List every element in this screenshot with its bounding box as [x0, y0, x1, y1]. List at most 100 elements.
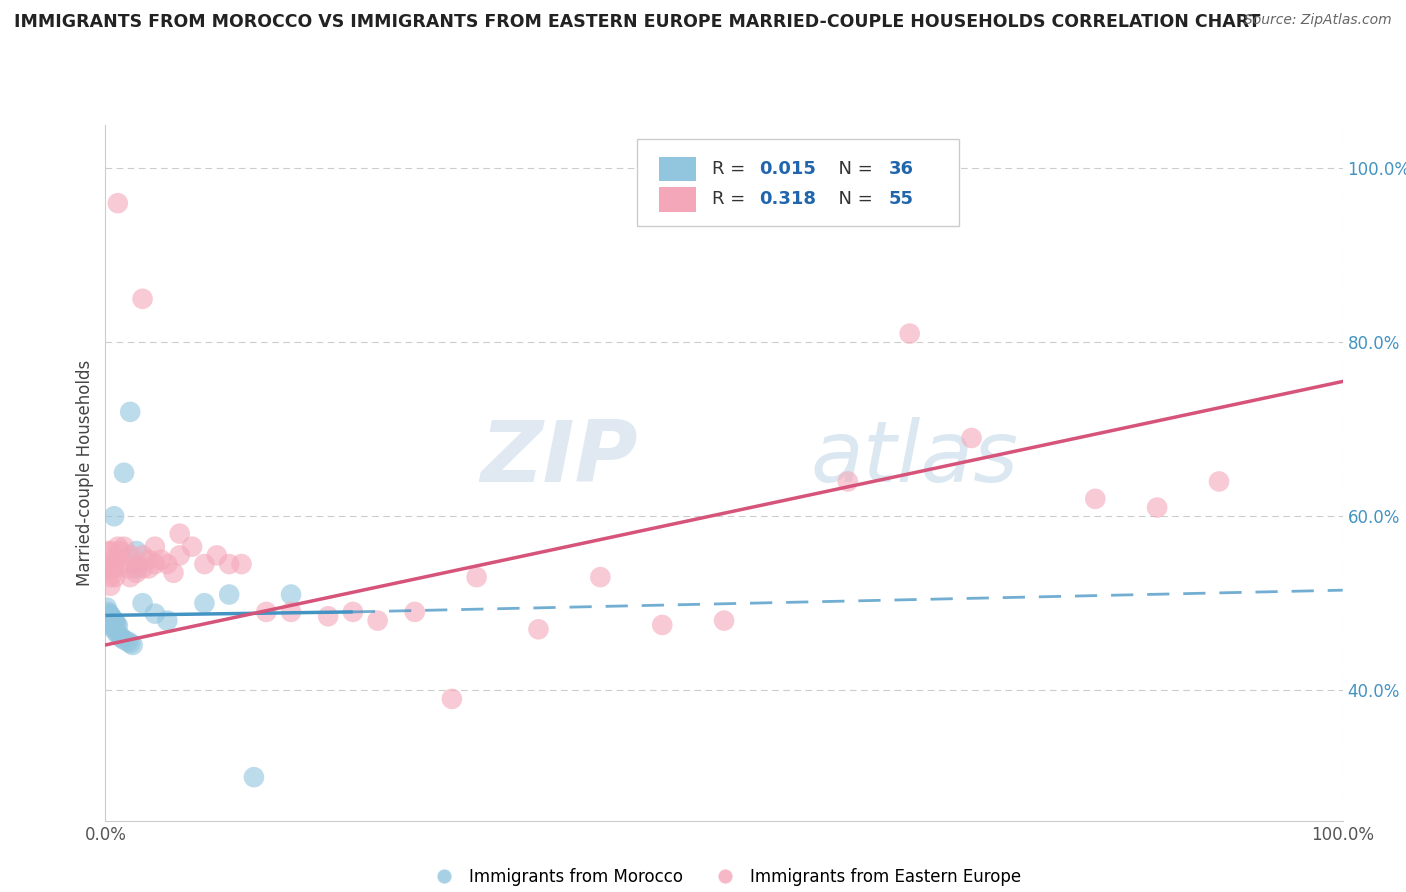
Point	[125, 566, 148, 580]
Point	[120, 636, 142, 650]
Point	[97, 544, 120, 558]
Point	[651, 618, 673, 632]
Point	[243, 770, 266, 784]
Text: IMMIGRANTS FROM MOROCCO VS IMMIGRANTS FROM EASTERN EUROPE MARRIED-COUPLE HOUSEHO: IMMIGRANTS FROM MOROCCO VS IMMIGRANTS FR…	[14, 13, 1260, 31]
Point	[143, 557, 166, 571]
Text: R =: R =	[711, 160, 751, 178]
Text: N =: N =	[827, 190, 879, 209]
Point	[218, 587, 240, 601]
Point	[112, 557, 135, 571]
Point	[103, 561, 125, 575]
Point	[110, 631, 132, 645]
Point	[107, 552, 129, 567]
Point	[181, 540, 204, 554]
Point	[143, 540, 166, 554]
Point	[110, 544, 132, 558]
Point	[131, 596, 153, 610]
Point	[117, 634, 139, 648]
Text: 0.015: 0.015	[759, 160, 815, 178]
Text: atlas: atlas	[811, 417, 1019, 500]
Text: R =: R =	[711, 190, 751, 209]
Point	[205, 549, 228, 563]
Point	[131, 292, 153, 306]
Text: Source: ZipAtlas.com: Source: ZipAtlas.com	[1244, 13, 1392, 28]
Point	[1208, 475, 1230, 489]
Point	[125, 561, 148, 575]
Point	[169, 526, 191, 541]
Point	[131, 549, 153, 563]
Text: 55: 55	[889, 190, 914, 209]
Point	[367, 614, 389, 628]
Point	[107, 196, 129, 211]
Point	[120, 570, 142, 584]
Point	[316, 609, 339, 624]
Point	[98, 615, 121, 630]
Point	[1146, 500, 1168, 515]
Point	[143, 607, 166, 621]
Point	[125, 544, 148, 558]
Point	[98, 561, 121, 575]
Legend: Immigrants from Morocco, Immigrants from Eastern Europe: Immigrants from Morocco, Immigrants from…	[420, 861, 1028, 892]
Point	[280, 587, 302, 601]
Point	[280, 605, 302, 619]
Point	[169, 549, 191, 563]
Point	[100, 579, 122, 593]
Point	[960, 431, 983, 445]
Point	[100, 610, 122, 624]
FancyBboxPatch shape	[658, 156, 696, 181]
Point	[101, 552, 124, 567]
Point	[100, 608, 122, 623]
FancyBboxPatch shape	[637, 139, 959, 226]
Point	[254, 605, 277, 619]
FancyBboxPatch shape	[658, 187, 696, 211]
Point	[117, 561, 139, 575]
Point	[97, 605, 120, 619]
Point	[112, 632, 135, 647]
Y-axis label: Married-couple Households: Married-couple Households	[76, 359, 94, 586]
Point	[96, 609, 118, 624]
Point	[404, 605, 426, 619]
Point	[100, 544, 122, 558]
Point	[101, 612, 124, 626]
Point	[898, 326, 921, 341]
Point	[100, 617, 122, 632]
Point	[125, 557, 148, 571]
Point	[103, 509, 125, 524]
Text: N =: N =	[827, 160, 879, 178]
Point	[162, 566, 184, 580]
Point	[131, 561, 153, 575]
Point	[104, 624, 127, 638]
Point	[112, 540, 135, 554]
Point	[156, 614, 179, 628]
Text: 36: 36	[889, 160, 914, 178]
Point	[103, 614, 125, 628]
Point	[527, 623, 550, 637]
Point	[837, 475, 859, 489]
Point	[150, 552, 173, 567]
Point	[120, 549, 142, 563]
Point	[589, 570, 612, 584]
Point	[342, 605, 364, 619]
Point	[101, 621, 124, 635]
Point	[713, 614, 735, 628]
Point	[193, 557, 215, 571]
Point	[465, 570, 488, 584]
Point	[100, 570, 122, 584]
Point	[100, 619, 122, 633]
Point	[156, 557, 179, 571]
Point	[97, 614, 120, 628]
Text: 0.318: 0.318	[759, 190, 815, 209]
Point	[1084, 491, 1107, 506]
Point	[231, 557, 253, 571]
Point	[107, 627, 129, 641]
Text: ZIP: ZIP	[479, 417, 637, 500]
Point	[107, 619, 129, 633]
Point	[218, 557, 240, 571]
Point	[120, 405, 142, 419]
Point	[96, 600, 118, 615]
Point	[104, 615, 127, 630]
Point	[440, 692, 463, 706]
Point	[121, 638, 143, 652]
Point	[100, 561, 122, 575]
Point	[110, 629, 132, 643]
